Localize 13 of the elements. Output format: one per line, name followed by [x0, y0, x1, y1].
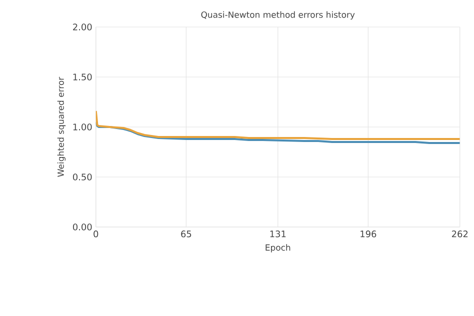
y-tick-label: 0.50: [72, 174, 92, 180]
y-tick-label: 1.50: [73, 74, 92, 80]
y-tick-label: 2.00: [73, 24, 92, 30]
y-tick-label: 1.00: [73, 124, 92, 130]
x-tick-label: 196: [360, 230, 376, 238]
x-tick-label: 262: [452, 230, 468, 238]
y-axis-title: Weighted squared error: [57, 76, 66, 177]
x-tick-label: 131: [270, 230, 286, 238]
x-tick-label: 0: [94, 230, 98, 238]
x-axis-title: Epoch: [266, 244, 290, 252]
chart-title: Quasi-Newton method errors history: [201, 11, 355, 20]
x-tick-label: 65: [181, 230, 192, 238]
y-tick-label: 0.00: [72, 224, 92, 230]
